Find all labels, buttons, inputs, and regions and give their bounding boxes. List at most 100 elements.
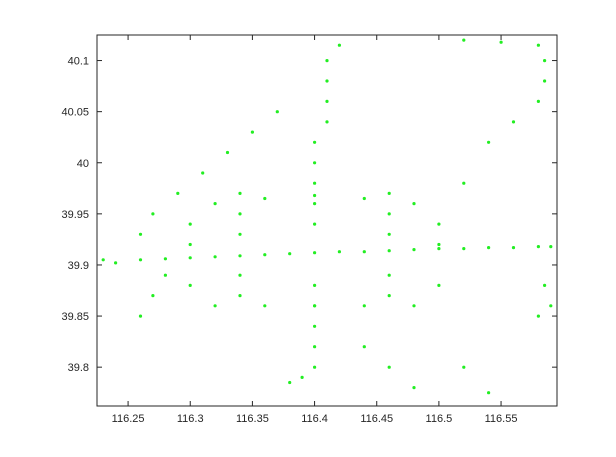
data-point — [549, 245, 553, 249]
data-point — [387, 212, 391, 216]
data-point — [238, 273, 242, 277]
data-point — [213, 255, 217, 259]
x-tick-label: 116.25 — [112, 413, 145, 425]
data-point — [288, 252, 292, 256]
x-tick-label: 116.35 — [236, 413, 269, 425]
data-point — [325, 59, 329, 63]
y-tick-label: 40.05 — [61, 107, 89, 119]
data-point — [188, 242, 192, 247]
data-point — [511, 120, 516, 124]
data-point — [275, 110, 279, 114]
data-point — [412, 386, 416, 390]
data-point — [387, 249, 391, 253]
x-axis-ticks: 116.25 116.3 116.35 116.4 116.45 116.5 116.55 — [112, 35, 518, 425]
data-point — [313, 161, 317, 165]
data-point — [188, 222, 192, 226]
data-point — [462, 365, 466, 369]
y-tick-label: 39.8 — [68, 362, 89, 374]
data-point — [238, 294, 242, 298]
data-point — [238, 232, 242, 236]
data-point — [213, 202, 217, 206]
data-point — [536, 245, 541, 249]
data-point — [337, 43, 341, 47]
data-point — [101, 258, 105, 262]
data-point — [487, 391, 491, 395]
y-tick-label: 39.95 — [61, 209, 89, 221]
data-point — [325, 120, 329, 124]
data-point — [313, 202, 317, 206]
data-point — [387, 232, 391, 236]
data-point — [437, 222, 441, 226]
data-point — [437, 247, 441, 251]
data-point — [437, 242, 441, 247]
x-tick-label: 116.3 — [177, 413, 204, 425]
data-point — [313, 365, 317, 369]
data-point — [462, 38, 466, 42]
data-point — [412, 248, 416, 252]
data-point — [313, 193, 317, 198]
data-point — [288, 380, 292, 385]
data-point — [188, 256, 192, 260]
data-point — [213, 304, 217, 308]
data-point — [549, 304, 553, 308]
y-tick-label: 40 — [77, 158, 89, 170]
x-tick-label: 116.55 — [485, 413, 518, 425]
data-point — [238, 191, 242, 195]
data-point — [151, 294, 155, 298]
data-point — [263, 253, 267, 257]
data-point — [362, 250, 366, 254]
data-point — [462, 247, 466, 251]
data-point — [487, 246, 491, 250]
data-point — [437, 283, 441, 287]
data-point — [511, 246, 516, 250]
data-point — [263, 196, 267, 201]
data-point — [225, 150, 230, 155]
y-axis-ticks: 39.8 39.85 39.9 39.95 40 40.05 40.1 — [61, 56, 557, 374]
data-point — [362, 304, 366, 308]
data-point — [151, 212, 155, 216]
y-tick-label: 39.85 — [61, 311, 89, 323]
data-point — [313, 251, 317, 255]
data-point — [300, 375, 304, 379]
data-point — [250, 130, 254, 134]
data-points — [101, 38, 553, 395]
data-point — [163, 257, 167, 261]
data-point — [114, 261, 118, 265]
data-point — [543, 283, 547, 287]
data-point — [462, 181, 466, 185]
data-point — [325, 99, 329, 103]
data-point — [263, 304, 267, 308]
data-point — [313, 222, 317, 226]
data-point — [313, 324, 317, 328]
x-tick-label: 116.5 — [426, 413, 453, 425]
axes — [96, 34, 558, 407]
data-point — [412, 304, 416, 308]
data-point — [238, 212, 242, 216]
data-point — [325, 79, 329, 83]
data-point — [313, 140, 317, 144]
data-point — [536, 43, 541, 47]
data-point — [313, 345, 317, 349]
x-tick-label: 116.45 — [360, 413, 393, 425]
data-point — [387, 365, 391, 369]
data-point — [313, 181, 317, 185]
data-point — [337, 250, 341, 254]
data-point — [201, 171, 205, 175]
data-point — [387, 191, 391, 195]
x-tick-label: 116.4 — [301, 413, 328, 425]
data-point — [313, 304, 317, 308]
data-point — [499, 40, 503, 44]
data-point — [176, 191, 180, 195]
data-point — [362, 345, 366, 349]
data-point — [138, 314, 143, 318]
y-tick-label: 39.9 — [68, 260, 89, 272]
data-point — [138, 258, 143, 262]
data-point — [163, 273, 167, 277]
axes-box — [96, 34, 558, 407]
data-point — [138, 232, 143, 236]
data-point — [387, 273, 391, 277]
data-point — [362, 196, 366, 201]
data-point — [238, 254, 242, 258]
y-tick-label: 40.1 — [68, 56, 89, 68]
